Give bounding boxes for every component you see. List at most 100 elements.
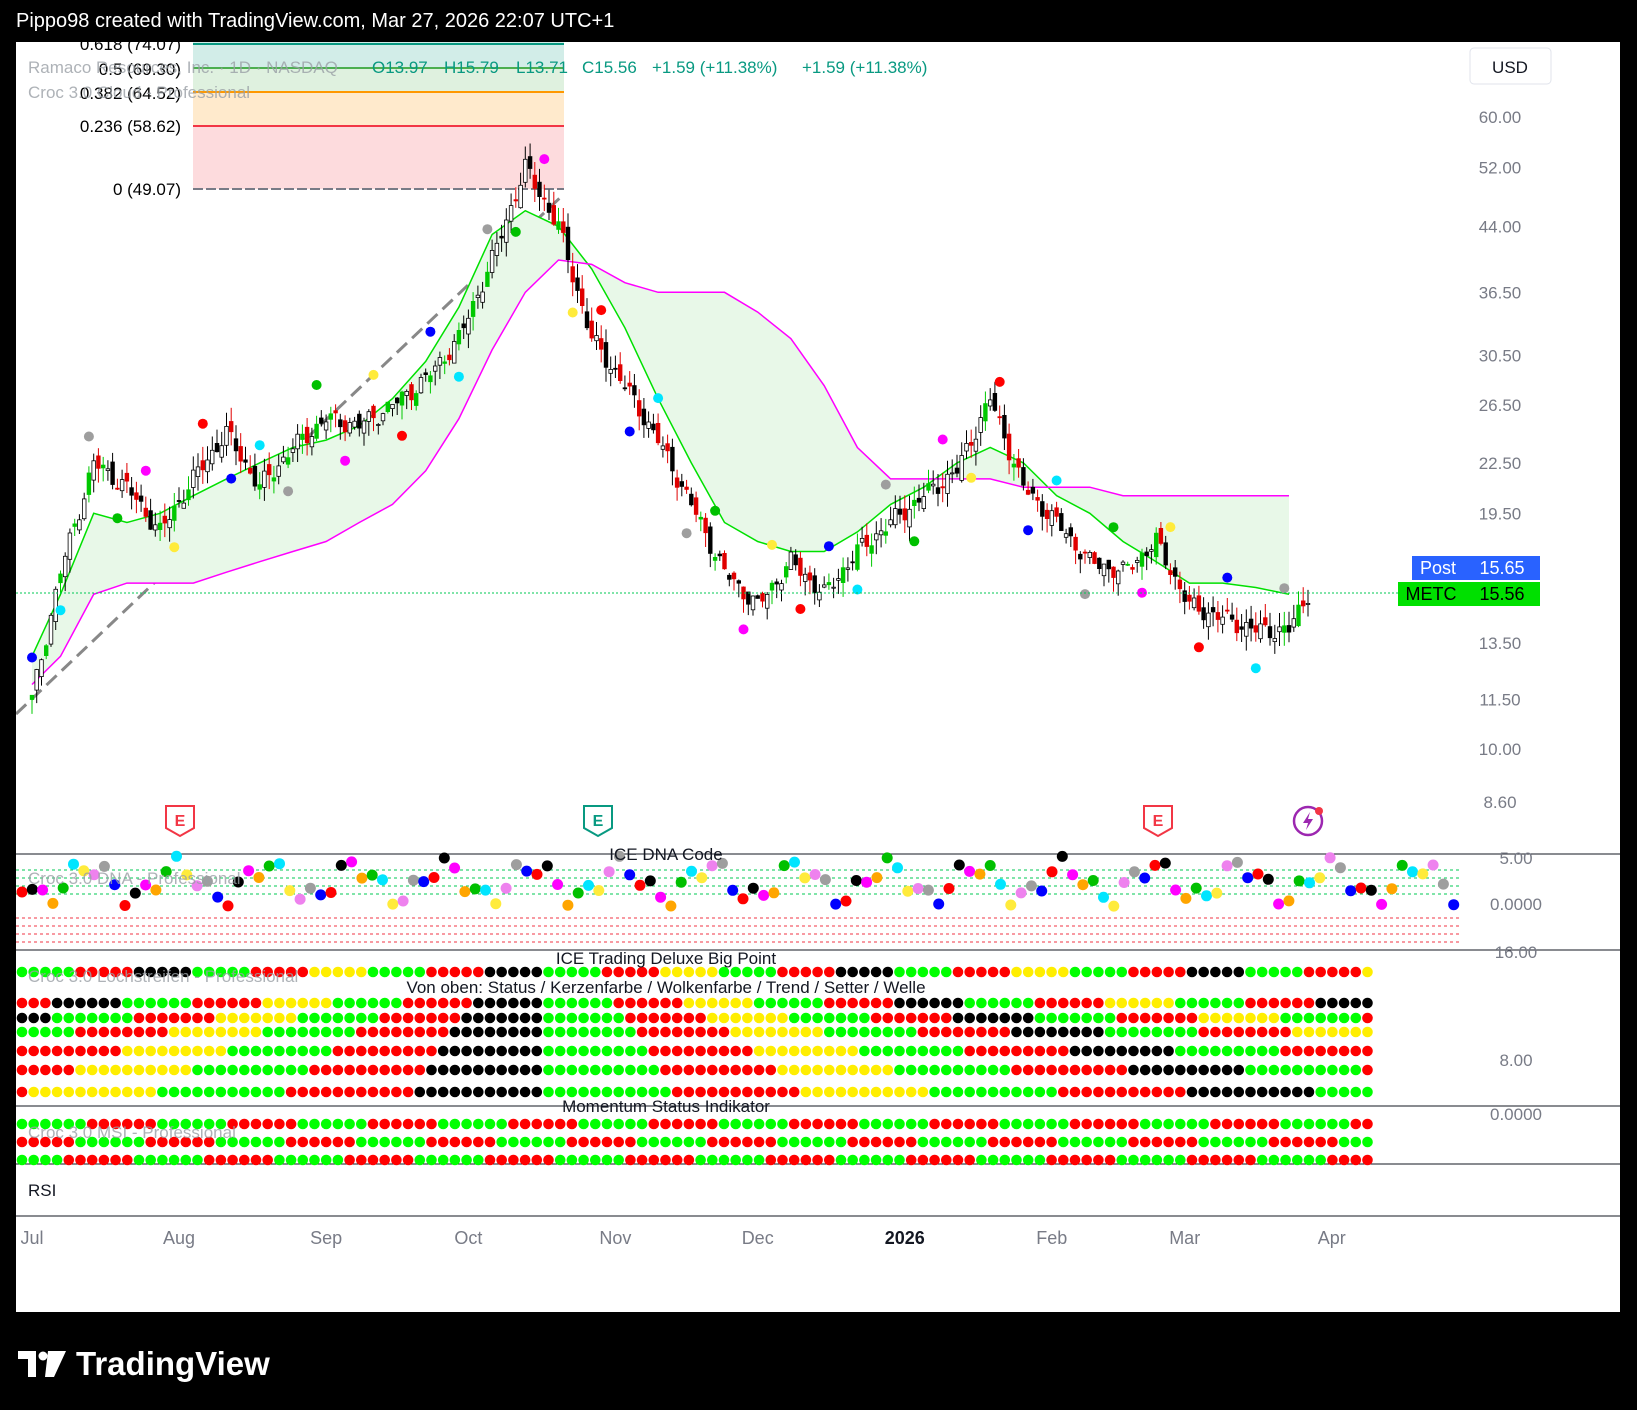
dna-dot (562, 899, 574, 911)
trading-strip-dot (1069, 997, 1081, 1009)
trading-strip-dot (648, 966, 660, 978)
candle-body (1296, 604, 1301, 627)
trading-strip-dot (426, 1045, 437, 1057)
trading-strip-dot (297, 1012, 309, 1024)
momentum-strip-dot (51, 1136, 63, 1148)
trading-strip-dot (554, 1026, 566, 1038)
candle (489, 239, 495, 279)
candle-body (921, 496, 926, 510)
trading-strip-dot (636, 1086, 648, 1098)
candle-body (670, 446, 675, 472)
candle-body (48, 614, 54, 645)
dna-dot (222, 900, 234, 912)
momentum-strip-dot (1128, 1154, 1139, 1166)
trading-strip-dot (309, 1045, 320, 1057)
candle-body (542, 197, 547, 200)
trading-strip-dot (1139, 997, 1151, 1009)
candle-body (432, 365, 438, 372)
earnings-markers[interactable]: E E E (165, 805, 1324, 838)
chart-svg[interactable]: 0.618 (74.07) 0.5 (69.30) 0.382 (64.52) … (16, 42, 1620, 1312)
dna-dot (1170, 884, 1182, 896)
lightning-icon (1292, 805, 1324, 837)
momentum-strip-dot (1046, 1136, 1057, 1148)
trading-strip-dot (1338, 1026, 1350, 1038)
candle-body (323, 421, 329, 431)
candle (703, 513, 708, 547)
candle (798, 552, 803, 587)
dna-pane[interactable]: ICE DNA Code Croc 3.0 DNA - Professional… (16, 845, 1542, 943)
trading-strip-dot (683, 1064, 695, 1076)
trading-strip-dot (987, 1045, 999, 1057)
rsi-pane[interactable]: RSI (28, 1181, 56, 1200)
trading-strip-dot (1034, 1045, 1046, 1057)
trading-strip-dot (426, 997, 437, 1009)
trading-strip-dot (964, 1086, 975, 1098)
trading-strip-dot (1011, 1086, 1022, 1098)
trading-strip-dot (426, 1086, 437, 1098)
fib-retracement[interactable]: 0.618 (74.07) 0.5 (69.30) 0.382 (64.52) … (16, 42, 566, 716)
candle-body (518, 184, 523, 209)
trading-strip-dot (98, 997, 110, 1009)
candle (413, 390, 419, 411)
momentum-strip-dot (320, 1154, 332, 1166)
price-axis[interactable]: 60.0052.0044.0036.5030.5026.5022.5019.50… (1479, 108, 1522, 812)
chart-area[interactable]: 0.618 (74.07) 0.5 (69.30) 0.382 (64.52) … (16, 42, 1620, 1312)
momentum-strip-dot (75, 1136, 86, 1148)
trading-strip-dot (192, 1026, 203, 1038)
momentum-strip-dot (496, 1136, 508, 1148)
trading-strip-dot (590, 1045, 601, 1057)
currency-button[interactable]: USD (1469, 47, 1552, 85)
candle (456, 322, 462, 351)
trading-strip-dot (75, 1045, 86, 1057)
candle-body (63, 555, 68, 578)
candle-body (637, 400, 642, 417)
trading-strip-dot (1233, 1064, 1245, 1076)
candle-body (58, 573, 63, 584)
trading-strip-dot (1280, 997, 1291, 1009)
candle-body (162, 515, 167, 524)
momentum-strip-dot (800, 1118, 812, 1130)
dna-dot (500, 882, 512, 894)
main-indicator-label: Croc 3.0 Cloud - Professional (28, 83, 250, 102)
momentum-strip-dot (777, 1154, 788, 1166)
candle (247, 455, 253, 475)
time-axis[interactable]: Jul Aug Sep Oct Nov Dec 2026 Feb Mar Apr (20, 1228, 1345, 1248)
trading-strip-dot (1233, 997, 1245, 1009)
dna-dot (809, 869, 821, 880)
momentum-strip-dot (1233, 1154, 1245, 1166)
trading-strip-dot (484, 1045, 496, 1057)
signal-dot (482, 224, 493, 235)
candle-body (257, 484, 262, 490)
trading-strip-dot (332, 997, 344, 1009)
trading-strip-dot (250, 1086, 262, 1098)
trading-strip-dot (414, 1026, 426, 1038)
candle-body (53, 588, 58, 622)
trading-strip-dot (707, 997, 718, 1009)
legend[interactable]: Ramaco Resources, Inc. · 1D · NASDAQ O13… (28, 58, 927, 102)
candle-body (565, 226, 571, 260)
momentum-strip-dot (601, 1154, 613, 1166)
candle (1082, 549, 1088, 564)
trading-strip-dot (1151, 966, 1163, 978)
signal-dot (596, 305, 607, 316)
candle (157, 510, 163, 541)
trading-strip-dot (192, 1012, 203, 1024)
candle (660, 436, 666, 458)
trading-strip-dot (1362, 997, 1373, 1009)
candle (570, 252, 575, 297)
momentum-pane[interactable]: Momentum Status Indikator Croc 3.0 MSI -… (16, 1097, 1542, 1166)
candle (1101, 563, 1107, 587)
candle (878, 518, 884, 548)
trading-strip-dot (835, 1086, 847, 1098)
candle-body (864, 534, 869, 547)
candle (451, 334, 457, 364)
momentum-strip-dot (1338, 1118, 1350, 1130)
trading-pane[interactable]: ICE Trading Deluxe Big Point Von oben: S… (16, 943, 1538, 1098)
dna-dot (1067, 869, 1079, 881)
candle-body (1149, 549, 1154, 552)
trading-strip-dot (297, 966, 309, 978)
trading-strip-dot (227, 1026, 238, 1038)
candle-body (1040, 501, 1045, 517)
trading-strip-dot (86, 1012, 98, 1024)
momentum-strip-dot (414, 1154, 426, 1166)
